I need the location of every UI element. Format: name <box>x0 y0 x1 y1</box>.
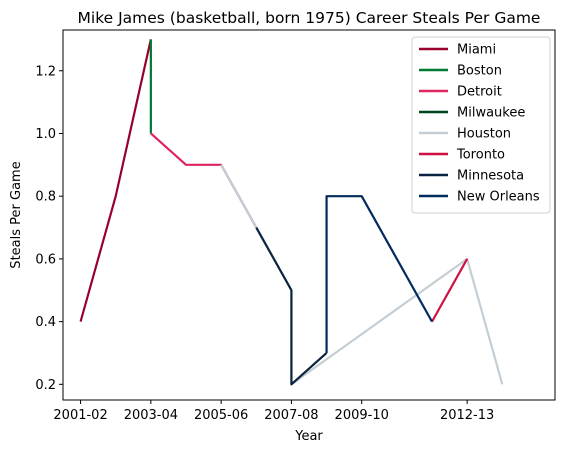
series-line-miami <box>79 39 152 322</box>
y-axis-label: Steals Per Game <box>9 161 24 268</box>
legend-label: Miami <box>457 43 496 58</box>
x-tick-label: 2005-06 <box>194 408 248 423</box>
legend-label: Minnesota <box>457 169 524 184</box>
plot-frame <box>62 29 556 401</box>
series-line-toronto <box>431 258 469 323</box>
series-line-new-orleans <box>325 195 433 353</box>
y-tick-label: 0.2 <box>35 378 56 393</box>
x-tick-label: 2007-08 <box>264 408 318 423</box>
legend-label: Milwaukee <box>457 106 525 121</box>
legend-label: Detroit <box>457 85 502 100</box>
chart-title: Mike James (basketball, born 1975) Caree… <box>78 9 541 27</box>
y-tick-label: 0.8 <box>35 190 56 205</box>
legend-box <box>411 36 551 214</box>
x-tick-label: 2009-10 <box>335 408 389 423</box>
y-tick-label: 0.4 <box>35 315 56 330</box>
x-tick-label: 2003-04 <box>124 408 178 423</box>
axes-layer: 2001-02 2003-04 2005-06 2007-08 2009-10 2012-… <box>35 29 556 423</box>
x-axis-label: Year <box>294 429 323 444</box>
legend-label: Houston <box>457 127 511 142</box>
series-layer <box>79 39 504 386</box>
y-tick-label: 0.6 <box>35 252 56 267</box>
x-tick-label: 2001-02 <box>53 408 107 423</box>
series-line-minnesota <box>255 227 328 386</box>
y-tick-label: 1.0 <box>35 127 56 142</box>
x-tick-label: 2012-13 <box>440 408 494 423</box>
legend-label: Boston <box>457 64 502 79</box>
y-tick-label: 1.2 <box>35 64 56 79</box>
legend: Miami Boston Detroit Milwaukee Houston Toront… <box>411 36 551 214</box>
legend-label: Toronto <box>456 148 505 163</box>
legend-label: New Orleans <box>457 190 540 205</box>
